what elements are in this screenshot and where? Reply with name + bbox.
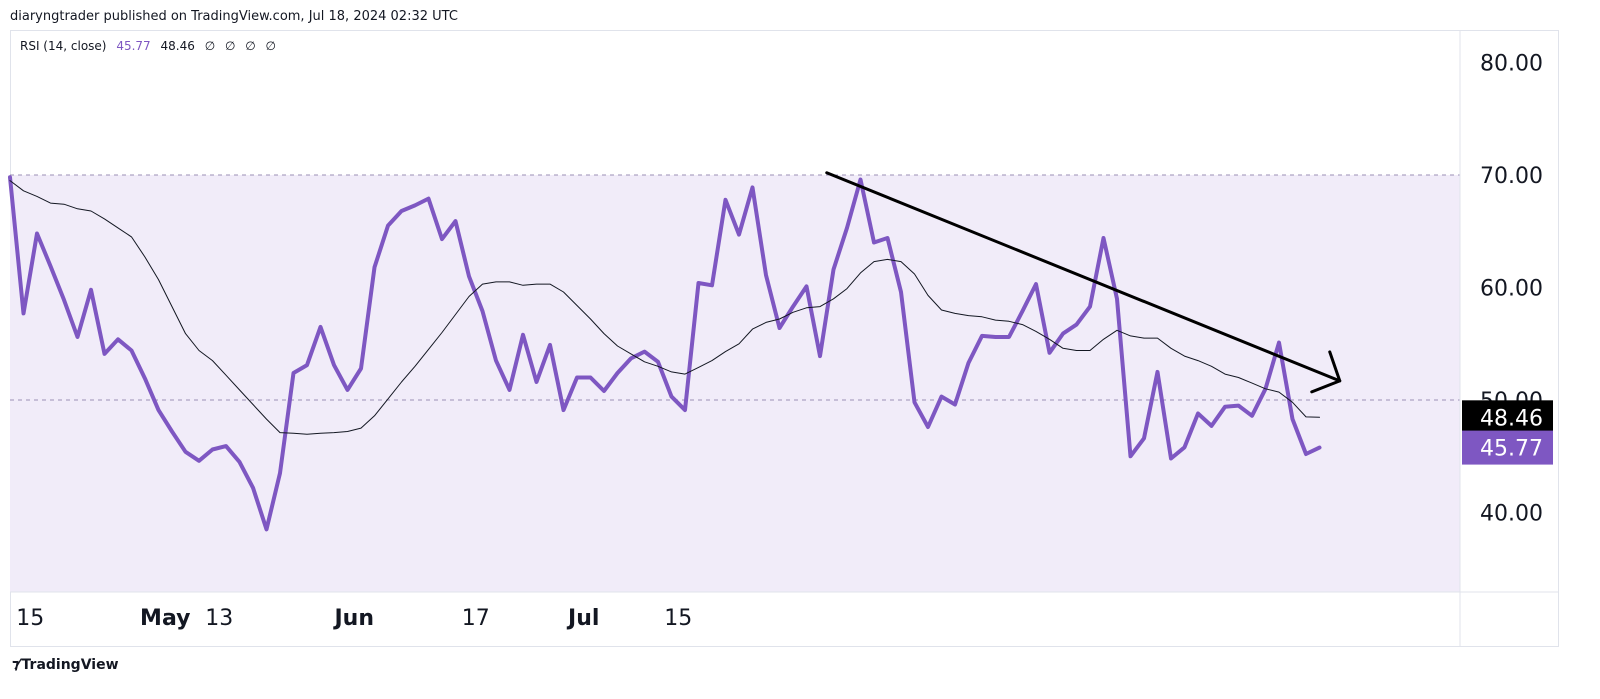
x-tick-label: 15	[664, 606, 692, 631]
indicator-legend: RSI (14, close) 45.77 48.46 ∅ ∅ ∅ ∅	[20, 39, 282, 53]
empty-value-2: ∅	[224, 39, 236, 53]
y-tick-label: 40.00	[1480, 502, 1543, 527]
rsi-value: 45.77	[116, 39, 151, 53]
trendline-arrowhead	[1310, 350, 1342, 394]
brand-name: TradingView	[21, 657, 119, 673]
empty-value-3: ∅	[245, 39, 256, 53]
price-badge	[1462, 430, 1553, 465]
series-line-ma	[9, 180, 1320, 435]
indicator-name[interactable]: RSI (14, close)	[20, 39, 107, 53]
x-tick-label: 13	[205, 606, 233, 631]
x-tick-label: May	[140, 606, 190, 631]
series-line-rsi	[8, 175, 1322, 532]
x-tick-label: 15	[16, 606, 44, 631]
trendline[interactable]	[825, 171, 1342, 383]
x-tick-label: Jul	[566, 606, 599, 631]
y-tick-label: 70.00	[1480, 164, 1543, 189]
empty-value-4: ∅	[265, 39, 276, 53]
rsi-band-background	[10, 175, 1460, 592]
price-badge	[1462, 400, 1553, 435]
y-tick-label: 80.00	[1480, 52, 1543, 77]
price-badge-label: 45.77	[1480, 437, 1543, 462]
price-badge-label: 48.46	[1480, 406, 1543, 431]
publish-caption: diaryngtrader published on TradingView.c…	[10, 9, 458, 24]
x-tick-label: 17	[462, 606, 490, 631]
tradingview-logo-icon: ⁊⁄	[12, 657, 19, 673]
empty-value-1: ∅	[204, 39, 216, 53]
ma-value: 48.46	[160, 39, 195, 53]
x-tick-label: Jun	[332, 606, 374, 631]
footer-brand[interactable]: ⁊⁄ TradingView	[12, 657, 119, 673]
y-tick-label: 60.00	[1480, 277, 1543, 302]
